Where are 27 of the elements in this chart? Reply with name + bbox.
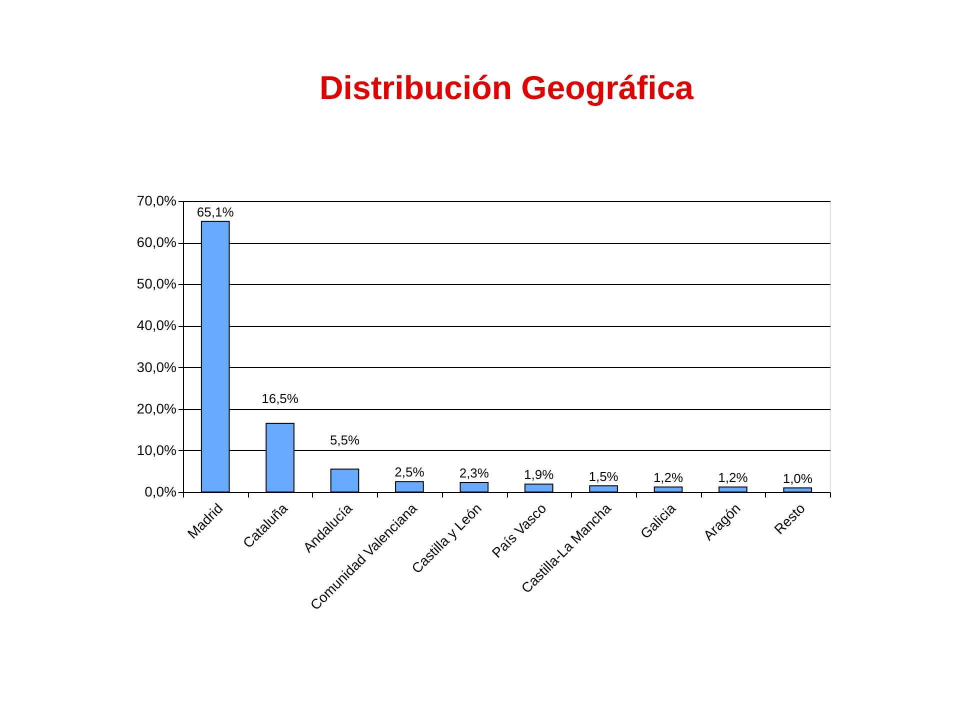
data-label: 65,1% <box>196 204 234 220</box>
bar <box>654 486 683 492</box>
chart-title: Distribución Geográfica <box>319 69 694 106</box>
y-tick-label: 10,0% <box>136 442 176 458</box>
data-label: 1,2% <box>653 470 684 486</box>
y-tick-label: 20,0% <box>136 400 176 416</box>
bar <box>589 485 618 492</box>
data-label: 1,2% <box>718 470 748 486</box>
data-label: 1,9% <box>524 467 554 482</box>
y-tick-label: 70,0% <box>136 192 176 208</box>
data-label: 1,5% <box>588 468 619 484</box>
bar <box>330 468 360 492</box>
data-label: 2,5% <box>394 464 425 480</box>
y-tick-label: 40,0% <box>136 317 176 334</box>
bar <box>718 486 748 492</box>
bar <box>783 487 812 492</box>
y-tick-label: 0,0% <box>144 484 176 500</box>
y-tick-label: 50,0% <box>136 276 176 292</box>
y-tick-label: 60,0% <box>136 234 176 250</box>
bar <box>460 482 489 492</box>
data-label: 16,5% <box>262 390 299 406</box>
y-tick-label: 30,0% <box>136 358 176 375</box>
data-label: 1,0% <box>782 470 813 486</box>
data-label: 2,3% <box>459 465 490 480</box>
bar <box>524 484 554 492</box>
data-label: 5,5% <box>330 432 360 448</box>
bar <box>395 481 424 492</box>
